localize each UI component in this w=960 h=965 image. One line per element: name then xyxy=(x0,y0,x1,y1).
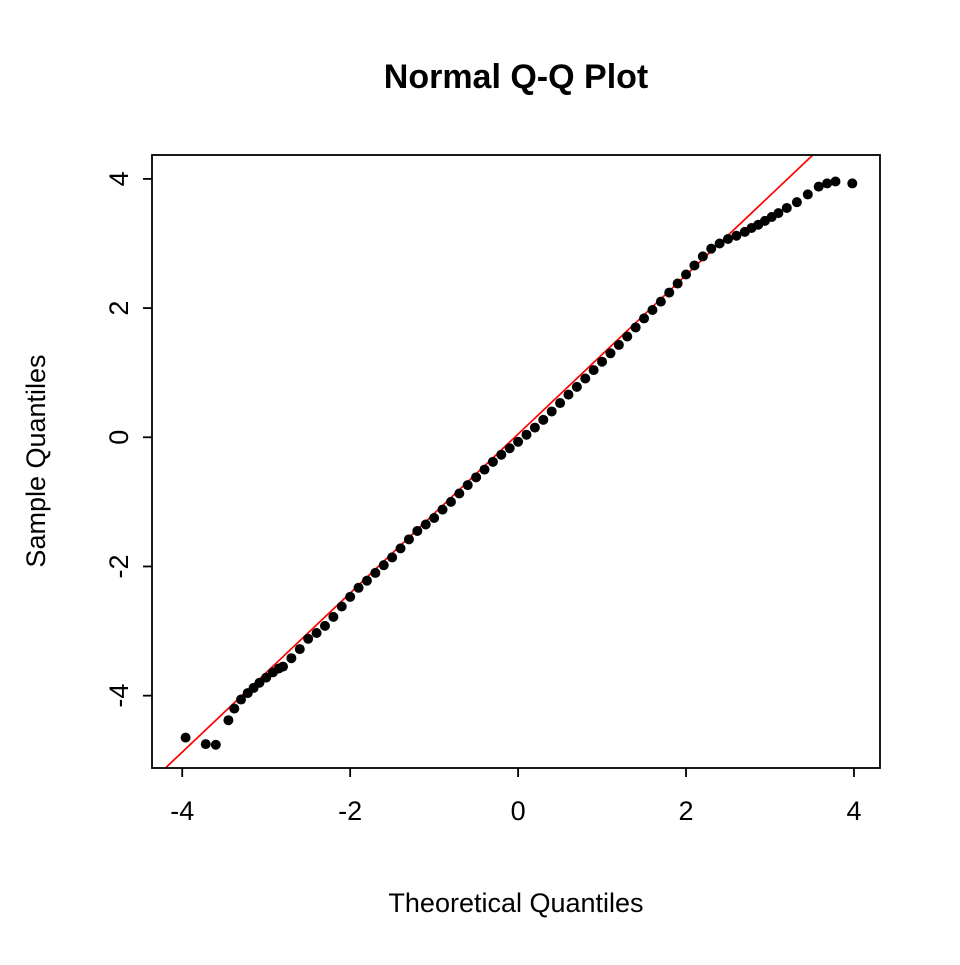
data-point xyxy=(336,601,347,612)
data-point xyxy=(229,703,240,714)
data-point xyxy=(236,694,247,705)
data-point xyxy=(294,644,305,655)
data-point xyxy=(847,178,858,189)
data-point xyxy=(802,189,813,200)
data-point xyxy=(681,269,692,280)
data-point xyxy=(200,739,211,750)
data-point xyxy=(571,381,582,392)
data-point xyxy=(546,406,557,417)
data-point xyxy=(210,739,221,750)
data-point xyxy=(387,552,398,563)
data-point xyxy=(403,534,414,545)
data-point xyxy=(454,488,465,499)
data-point xyxy=(630,322,641,333)
data-point xyxy=(706,243,717,254)
data-point xyxy=(378,560,389,571)
x-tick-label: -2 xyxy=(338,796,362,826)
data-point xyxy=(513,436,524,447)
data-point xyxy=(791,197,802,208)
data-point xyxy=(822,178,833,189)
data-point xyxy=(479,464,490,475)
data-point xyxy=(555,398,566,409)
data-point xyxy=(487,456,498,467)
y-tick-label: -4 xyxy=(104,684,134,708)
data-point xyxy=(588,365,599,376)
data-point xyxy=(830,176,841,187)
data-point xyxy=(697,251,708,262)
x-tick-label: -4 xyxy=(170,796,194,826)
data-point xyxy=(622,331,633,342)
data-point xyxy=(328,611,339,622)
data-point xyxy=(529,422,540,433)
data-point xyxy=(445,496,456,507)
data-point xyxy=(361,575,372,586)
data-point xyxy=(303,633,314,644)
data-point xyxy=(504,443,515,454)
x-tick-label: 4 xyxy=(846,796,861,826)
data-point xyxy=(180,732,191,743)
data-point xyxy=(521,429,532,440)
data-point xyxy=(412,525,423,536)
axes-layer: -4 -2 0 2 4 -4 -2 0 2 4 xyxy=(104,171,861,826)
data-point xyxy=(538,414,549,425)
data-point xyxy=(563,389,574,400)
y-tick-label: 2 xyxy=(104,301,134,316)
data-point xyxy=(345,591,356,602)
data-point xyxy=(597,356,608,367)
data-point xyxy=(395,543,406,554)
data-point xyxy=(471,472,482,483)
data-point xyxy=(639,313,650,324)
data-point xyxy=(370,567,381,578)
chart-title: Normal Q-Q Plot xyxy=(384,58,648,96)
data-point xyxy=(420,519,431,530)
data-point xyxy=(647,305,658,316)
data-point xyxy=(605,348,616,359)
x-tick-label: 0 xyxy=(511,796,526,826)
data-point xyxy=(672,278,683,289)
x-tick-label: 2 xyxy=(679,796,694,826)
data-point xyxy=(773,208,784,219)
data-point xyxy=(655,296,666,307)
data-point xyxy=(723,233,734,244)
data-point xyxy=(613,339,624,350)
data-point xyxy=(437,504,448,515)
y-axis-label: Sample Quantiles xyxy=(21,354,51,567)
data-point xyxy=(580,373,591,384)
data-point xyxy=(731,230,742,241)
data-point xyxy=(223,715,234,726)
data-point xyxy=(311,627,322,638)
data-points-layer xyxy=(180,176,858,750)
data-point xyxy=(429,513,440,524)
y-tick-label: 4 xyxy=(104,171,134,186)
data-point xyxy=(781,202,792,213)
x-axis-label: Theoretical Quantiles xyxy=(388,888,643,918)
data-point xyxy=(277,661,288,672)
data-point xyxy=(353,582,364,593)
plot-box xyxy=(151,154,881,769)
y-tick-label: -2 xyxy=(104,554,134,578)
y-tick-label: 0 xyxy=(104,430,134,445)
data-point xyxy=(286,653,297,664)
data-point xyxy=(496,449,507,460)
data-point xyxy=(689,260,700,271)
data-point xyxy=(714,238,725,249)
data-point xyxy=(462,480,473,491)
data-point xyxy=(813,181,824,192)
data-point xyxy=(664,287,675,298)
data-point xyxy=(319,620,330,631)
